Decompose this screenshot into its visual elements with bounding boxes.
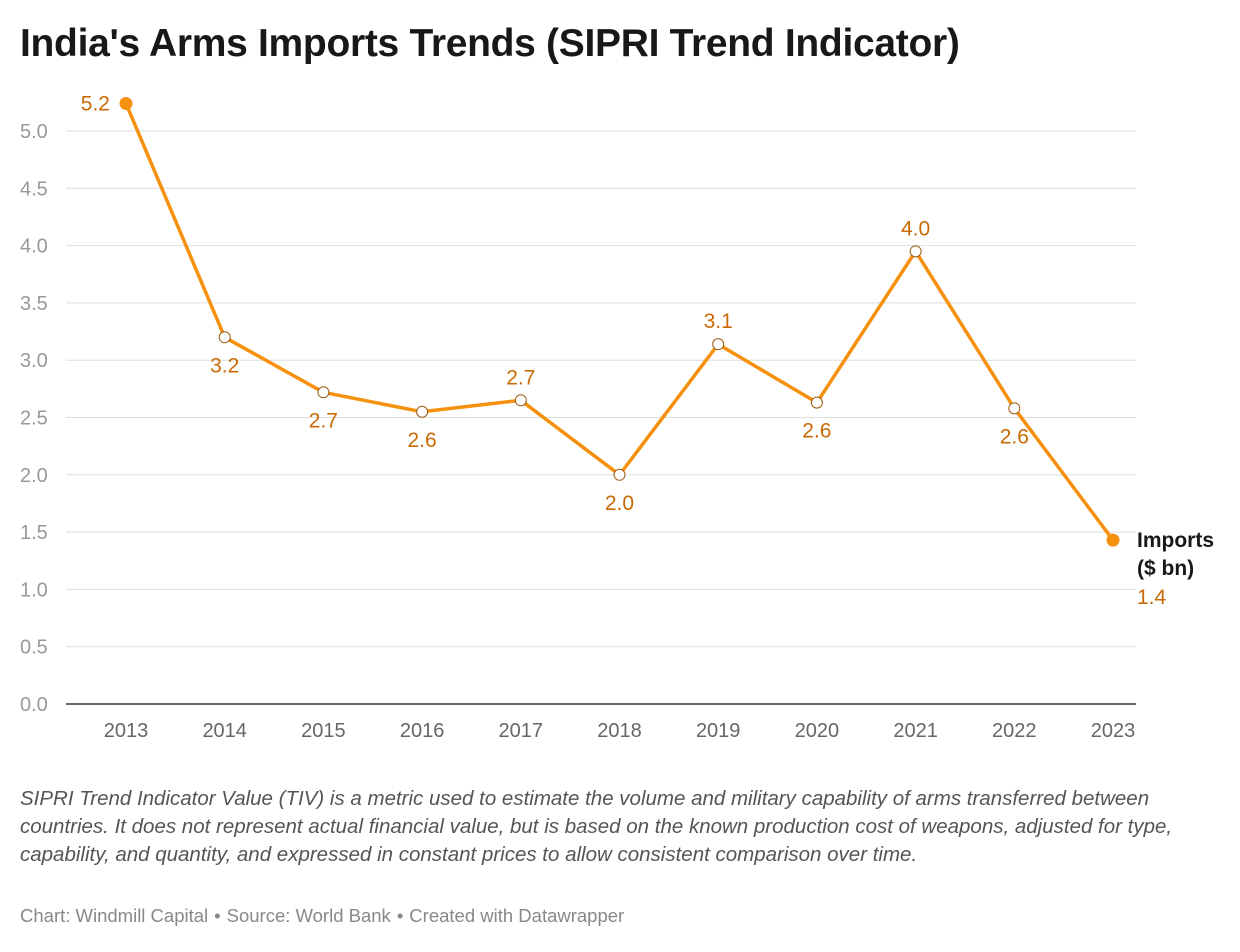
y-tick-label: 5.0 bbox=[20, 121, 48, 143]
x-tick-label: 2016 bbox=[400, 720, 445, 742]
x-tick-label: 2017 bbox=[499, 720, 544, 742]
data-point bbox=[613, 468, 626, 481]
data-points bbox=[119, 96, 1120, 547]
data-label: 2.6 bbox=[407, 429, 436, 452]
series-name-line: ($ bn) bbox=[1137, 557, 1194, 580]
x-tick-label: 2021 bbox=[893, 720, 938, 742]
data-label: 3.2 bbox=[210, 354, 239, 377]
data-label: 1.4 bbox=[1137, 586, 1167, 609]
data-point bbox=[218, 331, 231, 344]
data-point bbox=[712, 338, 725, 351]
data-point bbox=[1008, 402, 1021, 415]
y-tick-label: 1.5 bbox=[20, 522, 48, 544]
data-point bbox=[416, 405, 429, 418]
data-label: 4.0 bbox=[901, 217, 930, 240]
footer-separator: • bbox=[396, 905, 404, 926]
data-point bbox=[1106, 533, 1120, 547]
y-tick-label: 0.5 bbox=[20, 637, 48, 659]
data-point bbox=[514, 394, 527, 407]
y-tick-label: 3.5 bbox=[20, 293, 48, 315]
x-tick-label: 2019 bbox=[696, 720, 741, 742]
chart-title: India's Arms Imports Trends (SIPRI Trend… bbox=[20, 22, 960, 65]
data-label: 2.7 bbox=[309, 409, 338, 432]
series-name-line: Imports bbox=[1137, 529, 1214, 552]
data-point bbox=[317, 386, 330, 399]
x-tick-label: 2015 bbox=[301, 720, 346, 742]
y-tick-label: 2.0 bbox=[20, 465, 48, 487]
data-label: 2.6 bbox=[802, 420, 831, 443]
data-point bbox=[909, 245, 922, 258]
tool-credit: Created with Datawrapper bbox=[409, 905, 625, 926]
data-label: 3.1 bbox=[704, 310, 733, 333]
line-chart: 0.00.51.01.52.02.53.03.54.04.55.0 2013 20… bbox=[20, 92, 1214, 742]
data-label: 2.6 bbox=[1000, 425, 1029, 448]
x-tick-label: 2013 bbox=[104, 720, 149, 742]
y-tick-label: 0.0 bbox=[20, 694, 48, 716]
series-name-label: Imports ($ bn) bbox=[1137, 529, 1214, 580]
data-point bbox=[119, 96, 133, 110]
y-axis-ticks: 0.0 0.5 1.0 1.5 2.0 2.5 3.0 3.5 4.0 4.5 5.0 bbox=[20, 121, 48, 716]
data-label: 2.0 bbox=[605, 492, 634, 515]
x-tick-label: 2014 bbox=[202, 720, 247, 742]
chart-footer: Chart: Windmill Capital • Source: World Ba… bbox=[20, 905, 624, 927]
x-tick-label: 2023 bbox=[1091, 720, 1136, 742]
data-labels: 5.2 3.2 2.7 2.6 2.7 2.0 3.1 2.6 4.0 2.6 1.4 bbox=[81, 92, 1167, 609]
chart-notes: SIPRI Trend Indicator Value (TIV) is a m… bbox=[20, 787, 1173, 866]
y-tick-label: 3.0 bbox=[20, 350, 48, 372]
data-label: 2.7 bbox=[506, 366, 535, 389]
chart-credit: Chart: Windmill Capital bbox=[20, 905, 209, 926]
footer-separator: • bbox=[214, 905, 221, 926]
y-tick-label: 1.0 bbox=[20, 579, 48, 601]
y-tick-label: 4.0 bbox=[20, 236, 48, 258]
source-credit: Source: World Bank bbox=[226, 905, 391, 926]
x-tick-label: 2018 bbox=[597, 720, 642, 742]
data-label: 5.2 bbox=[81, 92, 110, 115]
x-tick-label: 2020 bbox=[795, 720, 840, 742]
gridlines bbox=[66, 130, 1136, 648]
y-tick-label: 2.5 bbox=[20, 408, 48, 430]
x-axis-ticks: 2013 2014 2015 2016 2017 2018 2019 2020 2021 2022… bbox=[104, 720, 1136, 742]
y-tick-label: 4.5 bbox=[20, 178, 48, 200]
x-tick-label: 2022 bbox=[992, 720, 1037, 742]
data-point bbox=[810, 396, 823, 409]
